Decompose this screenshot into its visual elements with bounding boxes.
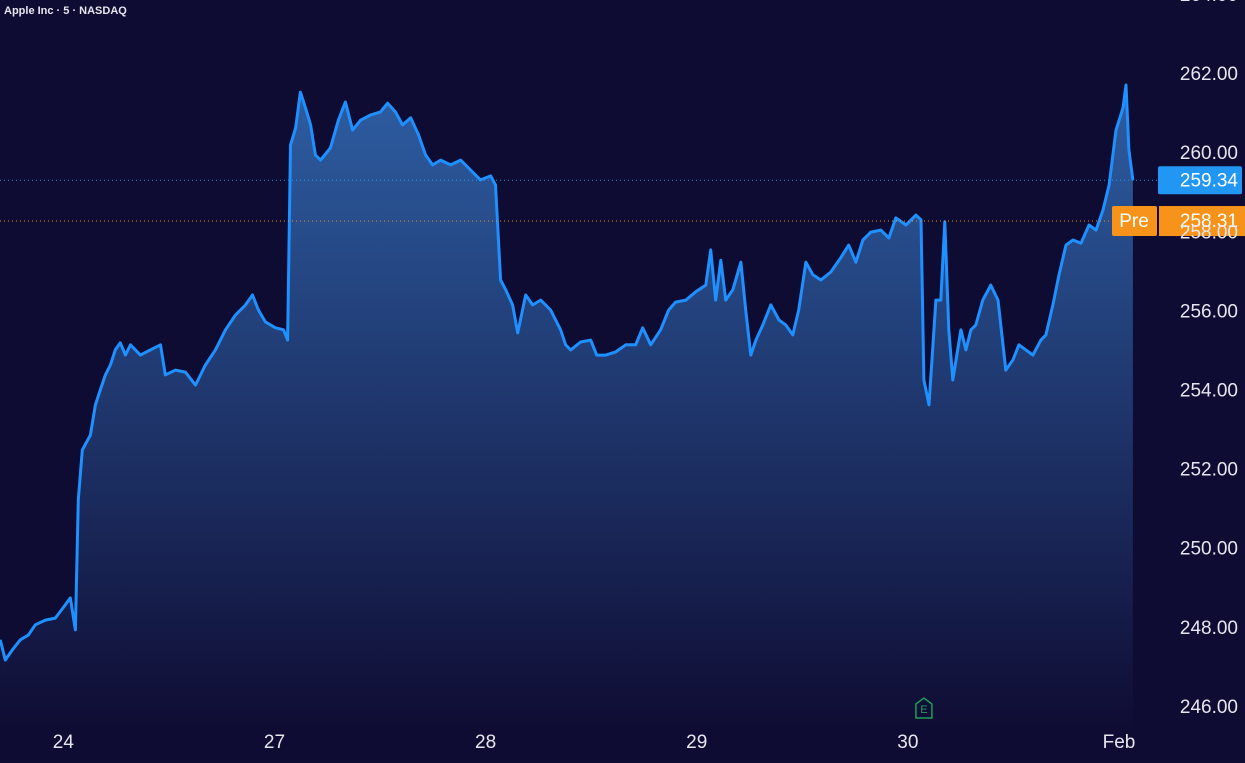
y-tick-label: 248.00 [1180, 618, 1238, 639]
x-tick-label: Feb [1103, 732, 1136, 753]
y-tick-label: 262.00 [1180, 64, 1238, 85]
x-tick-label: 30 [897, 732, 918, 753]
event-marker [915, 697, 933, 719]
y-tick-label: 264.00 [1180, 0, 1238, 6]
event-label: E [920, 704, 927, 716]
pre-tag-label: Pre [1119, 211, 1149, 232]
price-line [0, 83, 1135, 662]
x-tick-label: 29 [686, 732, 707, 753]
y-tick-label: 260.00 [1180, 143, 1238, 164]
x-tick-label: 28 [475, 732, 496, 753]
y-tick-label: 254.00 [1180, 380, 1238, 401]
chart-title: Apple Inc · 5 · NASDAQ [4, 5, 127, 17]
y-tick-label: 256.00 [1180, 301, 1238, 322]
last-price-label: 259.34 [1180, 170, 1239, 191]
y-tick-label: 246.00 [1180, 697, 1238, 718]
overlay: 259.34 Pre 258.31 E [0, 166, 1245, 719]
last-price-tag [1158, 166, 1242, 195]
x-tick-label: 27 [264, 732, 285, 753]
pre-price-tag [1159, 206, 1245, 237]
y-tick-label: 258.00 [1180, 222, 1238, 243]
x-tick-label: 24 [53, 732, 75, 753]
pre-tag [1112, 206, 1157, 237]
area-fill [0, 85, 1133, 730]
plot-area [0, 83, 1135, 730]
y-tick-label: 250.00 [1180, 539, 1238, 560]
y-tick-label: 252.00 [1180, 460, 1238, 481]
pre-price-label: 258.31 [1180, 211, 1238, 232]
